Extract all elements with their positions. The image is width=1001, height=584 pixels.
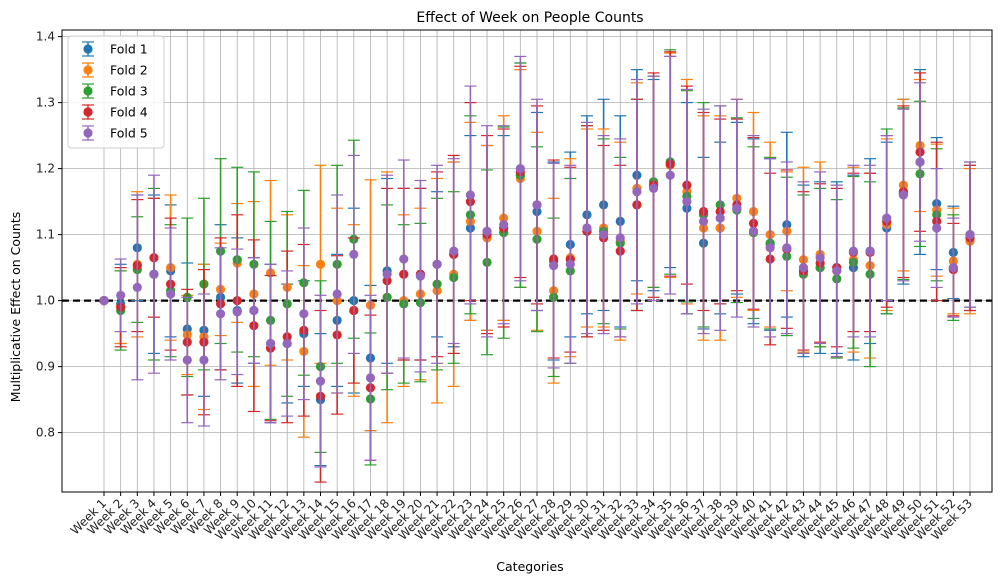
- y-tick-label: 1.3: [36, 96, 55, 110]
- series-layer: [99, 49, 976, 483]
- data-point: [215, 309, 226, 319]
- data-point: [948, 263, 958, 273]
- data-point: [132, 282, 142, 292]
- y-tick-label: 0.9: [36, 360, 55, 374]
- data-point: [549, 261, 559, 271]
- data-point: [715, 213, 725, 223]
- data-point: [465, 190, 475, 200]
- legend-item: Fold 4: [82, 104, 148, 120]
- y-axis-title: Multiplicative Effect on Counts: [8, 212, 23, 403]
- legend-item: Fold 5: [82, 125, 148, 141]
- data-point: [682, 197, 692, 207]
- data-point: [532, 200, 542, 210]
- legend-marker: [83, 128, 93, 138]
- x-axis-title: Categories: [496, 559, 563, 574]
- legend-marker: [83, 44, 93, 54]
- y-tick-label: 1.4: [36, 30, 55, 44]
- data-point: [382, 269, 392, 279]
- y-tick-label: 1.1: [36, 228, 55, 242]
- data-point: [848, 246, 859, 256]
- y-axis: 0.8 0.9 1.0 1.1 1.2 1.3 1.4: [36, 30, 62, 440]
- data-point: [632, 187, 642, 197]
- chart-title: Effect of Week on People Counts: [416, 10, 643, 26]
- data-point: [149, 269, 159, 279]
- legend-label: Fold 2: [110, 63, 148, 78]
- data-point: [565, 259, 575, 269]
- data-point: [732, 203, 742, 213]
- data-point: [116, 290, 126, 300]
- data-point: [282, 338, 292, 349]
- data-point: [582, 223, 592, 233]
- legend-item: Fold 1: [82, 41, 148, 57]
- y-tick-label: 0.8: [36, 426, 55, 440]
- data-point: [365, 373, 376, 383]
- data-point: [865, 246, 875, 256]
- legend: Fold 1 Fold 2 Fold 3 Fold 4 Fold 5: [67, 35, 165, 149]
- legend-item: Fold 2: [82, 62, 148, 78]
- legend-label: Fold 4: [110, 105, 148, 120]
- data-point: [449, 246, 459, 256]
- data-point: [515, 164, 525, 174]
- data-point: [232, 307, 242, 317]
- data-point: [965, 230, 975, 240]
- data-point: [698, 216, 709, 226]
- data-point: [665, 170, 675, 180]
- data-point: [482, 226, 492, 236]
- data-point: [615, 233, 625, 243]
- data-point: [415, 271, 426, 281]
- y-tick-label: 1.2: [36, 162, 55, 176]
- legend-marker: [83, 107, 93, 117]
- plot-frame: [61, 29, 993, 493]
- data-point: [315, 259, 326, 269]
- data-point: [898, 190, 908, 200]
- legend-label: Fold 3: [110, 84, 148, 99]
- data-point: [332, 289, 342, 299]
- data-point: [432, 259, 442, 269]
- data-point: [182, 355, 192, 365]
- data-point: [249, 305, 259, 316]
- legend-marker: [83, 86, 93, 96]
- data-point: [932, 223, 942, 233]
- series-5: [99, 55, 976, 468]
- legend-item: Fold 3: [82, 83, 148, 99]
- data-point: [99, 296, 109, 306]
- legend-box: [67, 35, 165, 149]
- data-point: [315, 376, 326, 386]
- legend-marker: [83, 65, 93, 75]
- data-point: [648, 183, 659, 193]
- data-point: [882, 213, 892, 223]
- y-tick-label: 1.0: [36, 294, 55, 308]
- data-point: [748, 226, 759, 236]
- data-point: [199, 355, 209, 365]
- data-point: [499, 220, 509, 230]
- legend-label: Fold 5: [110, 126, 148, 141]
- data-point: [765, 243, 775, 253]
- data-point: [832, 266, 842, 276]
- data-point: [349, 249, 359, 259]
- data-point: [915, 157, 925, 167]
- data-point: [815, 253, 825, 263]
- legend-label: Fold 1: [110, 42, 148, 57]
- data-point: [599, 230, 609, 240]
- data-point: [798, 263, 809, 273]
- data-point: [166, 289, 176, 299]
- data-point: [265, 338, 276, 349]
- data-point: [399, 254, 409, 264]
- data-point: [299, 309, 309, 319]
- data-point: [782, 243, 792, 253]
